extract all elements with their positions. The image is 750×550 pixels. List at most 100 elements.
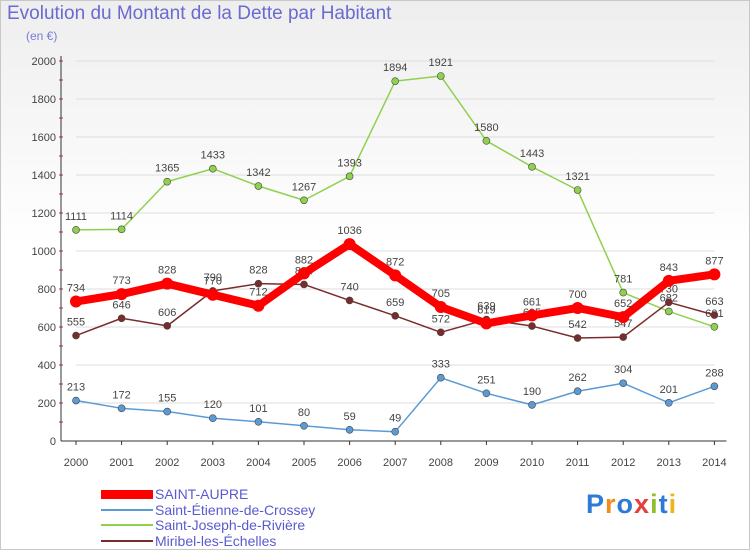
data-point [528, 401, 536, 409]
data-label: 1342 [246, 167, 270, 179]
data-label: 877 [705, 255, 723, 267]
logo-letter: i [668, 489, 678, 519]
data-label: 828 [158, 265, 176, 277]
data-point [300, 421, 308, 430]
data-point [480, 317, 493, 330]
data-label: 1580 [474, 122, 498, 134]
x-tick-label: 2014 [702, 457, 726, 469]
y-tick-label: 1800 [32, 94, 56, 106]
data-label: 770 [204, 276, 222, 288]
x-tick-label: 2008 [429, 457, 453, 469]
data-point [254, 418, 263, 426]
data-label: 781 [614, 274, 632, 286]
logo-letter: x [634, 489, 651, 519]
data-label: 1036 [337, 225, 361, 237]
data-point [710, 382, 719, 391]
data-point [72, 396, 80, 405]
y-tick-label: 0 [50, 436, 56, 448]
x-tick-label: 2010 [520, 457, 544, 469]
data-point [662, 274, 675, 287]
y-tick-label: 1400 [32, 170, 56, 182]
data-label: 542 [568, 319, 586, 331]
legend-swatch [101, 509, 153, 511]
data-point [163, 322, 171, 330]
data-point [161, 277, 174, 290]
data-point [209, 164, 217, 173]
logo-letter: o [616, 489, 635, 519]
data-point [434, 301, 447, 314]
data-point [619, 379, 628, 388]
logo-letter: r [605, 489, 617, 519]
data-label: 1114 [110, 210, 133, 222]
data-point [298, 267, 310, 280]
data-label: 606 [158, 307, 176, 319]
data-label: 659 [386, 297, 404, 309]
y-tick-label: 1200 [32, 208, 56, 220]
data-label: 251 [477, 374, 495, 386]
data-label: 333 [432, 359, 450, 371]
data-point [209, 414, 217, 423]
data-label: 304 [614, 364, 632, 376]
x-tick-label: 2006 [337, 457, 361, 469]
data-point [436, 328, 445, 337]
data-label: 190 [523, 386, 541, 398]
data-label: 646 [112, 299, 130, 311]
y-tick-label: 800 [38, 284, 56, 296]
data-point [252, 299, 265, 312]
data-point [573, 186, 582, 194]
data-label: 663 [705, 296, 723, 308]
x-tick-label: 2004 [246, 457, 270, 469]
data-label: 1433 [201, 150, 225, 162]
data-point [163, 177, 171, 186]
unit-label: (en €) [26, 29, 58, 43]
chart-title: Evolution du Montant de la Dette par Hab… [7, 3, 392, 24]
data-label: 705 [432, 288, 450, 300]
data-label: 1111 [65, 211, 87, 223]
data-label: 572 [432, 313, 450, 325]
data-label: 872 [386, 256, 404, 268]
data-point [710, 311, 719, 319]
logo-letter: P [586, 489, 606, 519]
data-label: 213 [67, 382, 85, 394]
data-label: 1365 [155, 163, 179, 175]
data-label: 155 [158, 393, 176, 405]
data-label: 120 [204, 399, 222, 411]
x-tick-label: 2007 [383, 457, 407, 469]
data-point [617, 311, 630, 324]
data-label: 734 [67, 283, 85, 295]
data-label: 661 [523, 296, 541, 308]
data-label: 59 [343, 411, 355, 423]
data-point [115, 288, 128, 301]
data-label: 740 [340, 281, 358, 293]
data-point [664, 399, 673, 407]
data-point [571, 302, 584, 314]
data-point [391, 427, 400, 436]
legend-swatch [101, 540, 153, 542]
data-point [206, 288, 219, 301]
data-point [72, 331, 80, 340]
proxiti-logo: Proxiti [586, 489, 677, 520]
y-tick-label: 2000 [32, 56, 56, 68]
legend-label: Saint-Joseph-de-Rivière [155, 517, 306, 533]
y-tick-label: 200 [38, 398, 56, 410]
x-tick-label: 2000 [64, 457, 88, 469]
data-label: 619 [477, 304, 495, 316]
data-label: 1393 [337, 157, 361, 169]
x-tick-label: 2001 [109, 457, 133, 469]
data-label: 262 [568, 372, 586, 384]
legend-label: Miribel-les-Échelles [155, 533, 277, 549]
data-label: 639 [477, 301, 495, 313]
data-label: 288 [705, 367, 723, 379]
data-label: 773 [112, 275, 130, 287]
data-label: 101 [249, 403, 267, 415]
data-label: 1443 [520, 148, 544, 160]
data-point [117, 404, 126, 413]
y-tick-label: 400 [38, 360, 56, 372]
data-label: 652 [614, 298, 632, 310]
data-point [664, 307, 673, 316]
data-label: 843 [660, 262, 678, 274]
data-label: 882 [295, 254, 313, 266]
data-point [482, 389, 491, 398]
data-label: 80 [298, 407, 310, 419]
